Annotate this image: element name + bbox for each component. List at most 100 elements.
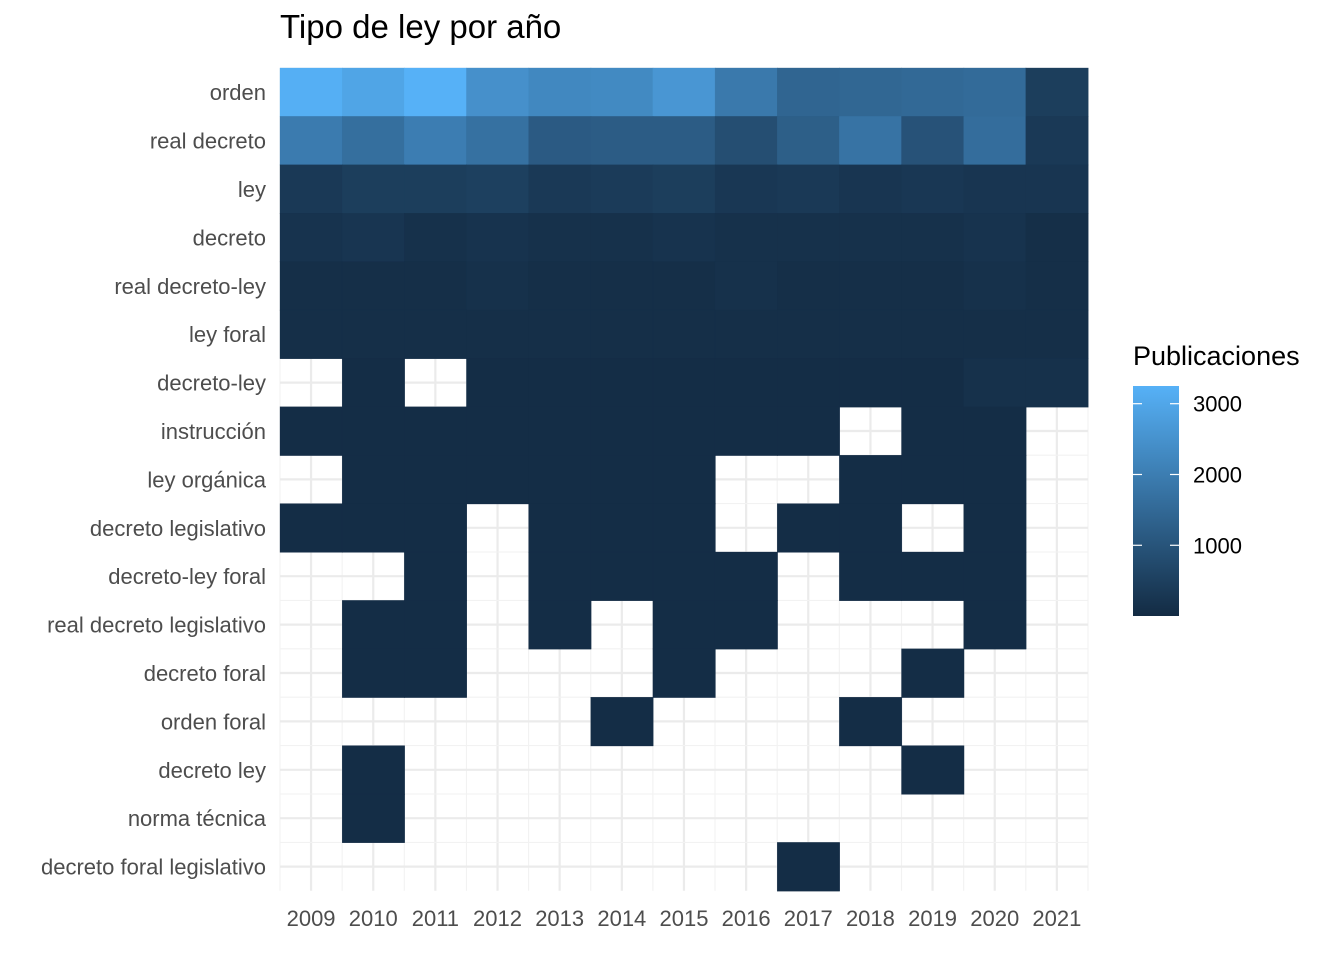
heatmap-cell bbox=[777, 261, 840, 311]
heatmap-cell bbox=[590, 261, 654, 311]
y-tick-label: real decreto bbox=[150, 129, 266, 154]
heatmap-cell bbox=[404, 213, 467, 263]
heatmap-cell bbox=[714, 116, 778, 166]
heatmap-cell bbox=[652, 503, 716, 553]
heatmap-cell bbox=[839, 213, 903, 263]
y-tick-label: decreto-ley foral bbox=[108, 564, 266, 589]
heatmap-cell bbox=[1025, 309, 1089, 359]
heatmap-cell bbox=[590, 309, 654, 359]
heatmap-cell bbox=[652, 116, 716, 166]
heatmap-cell bbox=[652, 551, 716, 601]
heatmap-cell bbox=[901, 67, 965, 117]
heatmap-cell bbox=[404, 261, 467, 311]
heatmap-cell bbox=[901, 406, 965, 456]
heatmap-cell bbox=[404, 309, 467, 359]
heatmap-cell bbox=[714, 309, 778, 359]
heatmap-cell bbox=[466, 455, 530, 505]
heatmap-cell bbox=[341, 455, 405, 505]
heatmap-cell bbox=[777, 309, 840, 359]
heatmap-cell bbox=[404, 406, 467, 456]
heatmap-cell bbox=[839, 164, 903, 214]
heatmap-cell bbox=[652, 648, 716, 698]
heatmap-cell bbox=[963, 164, 1027, 214]
heatmap-cell bbox=[404, 455, 467, 505]
heatmap-cell bbox=[404, 551, 467, 601]
heatmap-cell bbox=[963, 503, 1027, 553]
heatmap-cell bbox=[341, 503, 405, 553]
heatmap-cell bbox=[839, 697, 903, 747]
heatmap-cell bbox=[652, 164, 716, 214]
x-tick-label: 2016 bbox=[722, 906, 771, 931]
heatmap-cell bbox=[590, 551, 654, 601]
heatmap-cell bbox=[466, 116, 530, 166]
heatmap-cell bbox=[341, 164, 405, 214]
y-tick-label: real decreto legislativo bbox=[47, 613, 266, 638]
heatmap-cell bbox=[528, 503, 592, 553]
heatmap-cell bbox=[777, 358, 840, 408]
heatmap-cell bbox=[341, 793, 405, 843]
y-tick-label: decreto legislativo bbox=[90, 516, 266, 541]
heatmap-cell bbox=[528, 261, 592, 311]
heatmap-cell bbox=[777, 164, 840, 214]
y-tick-label: norma técnica bbox=[128, 806, 267, 831]
heatmap-cell bbox=[963, 600, 1027, 650]
heatmap-cell bbox=[714, 164, 778, 214]
heatmap-cell bbox=[652, 261, 716, 311]
heatmap-cell bbox=[590, 67, 654, 117]
x-axis-labels: 2009 2010 2011 2012 2013 2014 2015 2016 2017 2018… bbox=[287, 906, 1082, 931]
heatmap-cell bbox=[901, 213, 965, 263]
heatmap-cell bbox=[466, 309, 530, 359]
y-tick-label: orden bbox=[210, 80, 266, 105]
heatmap-cell bbox=[590, 697, 654, 747]
heatmap-cell bbox=[341, 648, 405, 698]
y-tick-label: decreto bbox=[193, 225, 266, 250]
heatmap-cell bbox=[1025, 213, 1089, 263]
heatmap-cell bbox=[652, 213, 716, 263]
legend-colorbar bbox=[1133, 386, 1179, 616]
y-tick-label: ley foral bbox=[189, 322, 266, 347]
heatmap-cell bbox=[528, 455, 592, 505]
heatmap-cell bbox=[590, 116, 654, 166]
legend-label: 3000 bbox=[1193, 392, 1242, 417]
heatmap-cell bbox=[714, 67, 778, 117]
heatmap-cell bbox=[279, 261, 343, 311]
heatmap-cell bbox=[466, 213, 530, 263]
heatmap-cell bbox=[341, 358, 405, 408]
heatmap-cell bbox=[279, 406, 343, 456]
x-tick-label: 2011 bbox=[412, 906, 459, 931]
heatmap-cell bbox=[777, 842, 840, 892]
heatmap-cell bbox=[839, 551, 903, 601]
heatmap-cell bbox=[777, 503, 840, 553]
x-tick-label: 2010 bbox=[349, 906, 398, 931]
heatmap-cell bbox=[963, 358, 1027, 408]
y-tick-label: decreto foral legislativo bbox=[41, 855, 266, 880]
heatmap-cell bbox=[590, 406, 654, 456]
heatmap-cell bbox=[652, 406, 716, 456]
legend-label: 2000 bbox=[1193, 462, 1242, 487]
heatmap-cell bbox=[528, 67, 592, 117]
heatmap-cell bbox=[279, 213, 343, 263]
heatmap-cell bbox=[901, 116, 965, 166]
heatmap-cell bbox=[404, 164, 467, 214]
heatmap-cell bbox=[652, 67, 716, 117]
heatmap-cell bbox=[839, 309, 903, 359]
heatmap-cell bbox=[963, 551, 1027, 601]
heatmap-cell bbox=[279, 164, 343, 214]
x-tick-label: 2014 bbox=[597, 906, 646, 931]
heatmap-cell bbox=[777, 116, 840, 166]
x-tick-label: 2013 bbox=[535, 906, 584, 931]
heatmap-cell bbox=[714, 358, 778, 408]
heatmap-cell bbox=[1025, 261, 1089, 311]
x-tick-label: 2020 bbox=[970, 906, 1019, 931]
heatmap-cell bbox=[528, 600, 592, 650]
heatmap-cell bbox=[404, 67, 467, 117]
y-axis-labels: orden real decreto ley decreto real decreto-… bbox=[41, 80, 267, 879]
heatmap-cell bbox=[714, 551, 778, 601]
heatmap-cell bbox=[341, 261, 405, 311]
heatmap-cell bbox=[839, 503, 903, 553]
heatmap-cell bbox=[528, 358, 592, 408]
y-tick-label: orden foral bbox=[161, 709, 266, 734]
heatmap-cell bbox=[839, 455, 903, 505]
heatmap-cells bbox=[279, 67, 1089, 892]
